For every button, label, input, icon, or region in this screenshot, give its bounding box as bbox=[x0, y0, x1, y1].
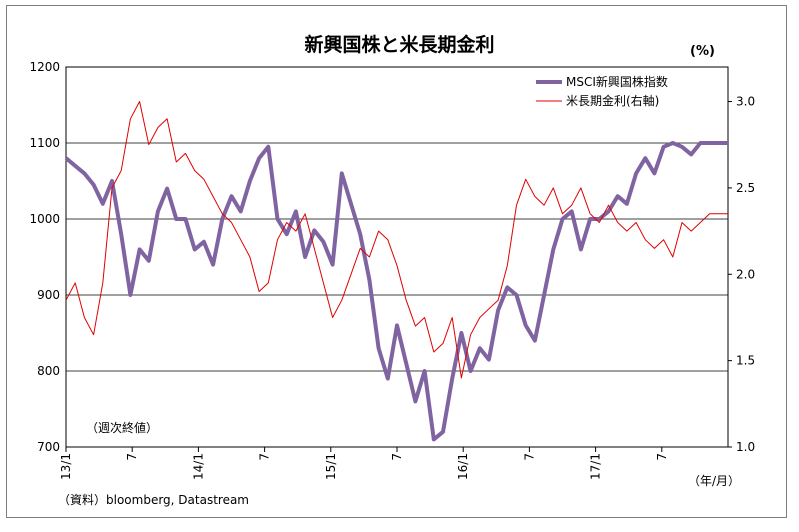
chart-title: 新興国株と米長期金利 bbox=[304, 34, 495, 56]
left-tick-label: 700 bbox=[37, 440, 60, 454]
legend-label: MSCI新興国株指数 bbox=[566, 74, 668, 89]
msci-em-line bbox=[64, 141, 728, 442]
left-tick-label: 900 bbox=[37, 288, 60, 302]
source-note: （資料）bloomberg, Datastream bbox=[58, 493, 249, 507]
plot-area bbox=[65, 66, 729, 448]
left-tick-label: 1100 bbox=[29, 136, 60, 150]
left-tick-label: 800 bbox=[37, 364, 60, 378]
left-tick-label: 1200 bbox=[29, 60, 60, 74]
right-tick-label: 1.0 bbox=[736, 440, 755, 454]
us-yield-line bbox=[65, 101, 728, 379]
x-tick-label: 16/1 bbox=[456, 453, 470, 480]
right-tick-label: 1.5 bbox=[736, 354, 755, 368]
x-tick-label: 7 bbox=[125, 453, 139, 461]
x-tick-label: 7 bbox=[258, 453, 272, 461]
weekly-annotation: （週次終値） bbox=[86, 421, 159, 435]
left-tick-label: 1000 bbox=[29, 212, 60, 226]
x-tick-label: 14/1 bbox=[191, 453, 205, 480]
chart-frame bbox=[6, 5, 787, 518]
x-tick-label: 13/1 bbox=[59, 453, 73, 480]
x-tick-label: 7 bbox=[655, 453, 669, 461]
right-axis-unit: (%) bbox=[690, 44, 715, 59]
x-tick-label: 17/1 bbox=[589, 453, 603, 480]
x-tick-label: 7 bbox=[522, 453, 536, 461]
right-tick-label: 3.0 bbox=[736, 95, 755, 109]
x-tick-label: 15/1 bbox=[324, 453, 338, 480]
x-axis-unit: （年/月） bbox=[688, 474, 741, 488]
legend-label: 米長期金利(右軸) bbox=[566, 93, 659, 108]
right-tick-label: 2.0 bbox=[736, 267, 755, 281]
right-tick-label: 2.5 bbox=[736, 181, 755, 195]
x-tick-label: 7 bbox=[390, 453, 404, 461]
